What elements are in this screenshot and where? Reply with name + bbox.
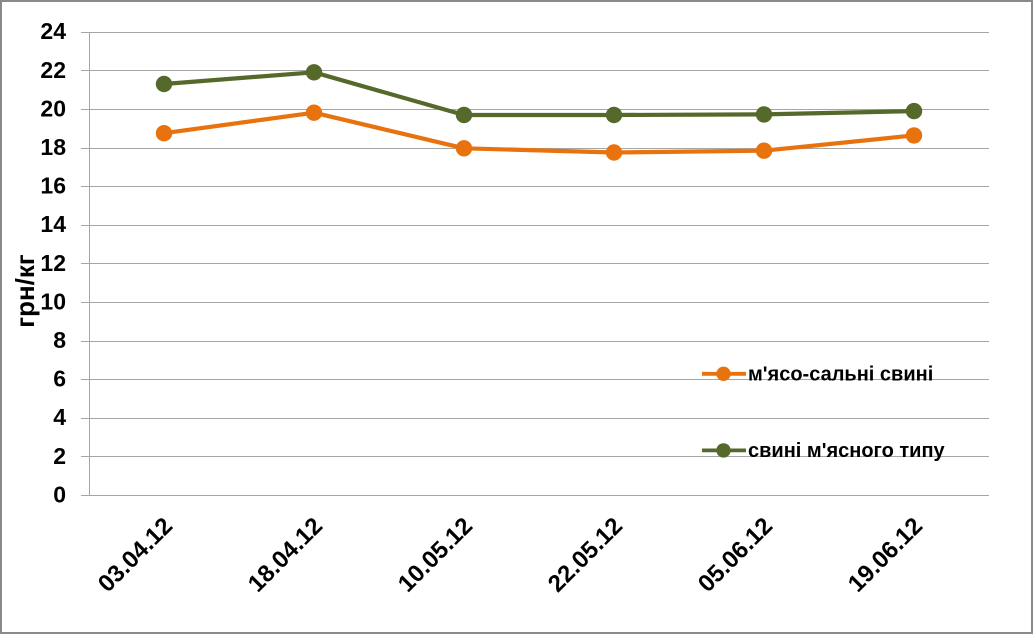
svg-text:10: 10: [40, 288, 66, 314]
svg-text:10.05.12: 10.05.12: [393, 512, 478, 597]
svg-text:24: 24: [40, 18, 66, 44]
svg-text:22: 22: [40, 57, 66, 83]
svg-text:18.04.12: 18.04.12: [243, 512, 328, 597]
svg-text:05.06.12: 05.06.12: [693, 512, 778, 597]
svg-text:грн/кг: грн/кг: [10, 254, 40, 328]
svg-text:03.04.12: 03.04.12: [93, 512, 178, 597]
svg-text:свині м'ясного типу: свині м'ясного типу: [748, 440, 946, 462]
svg-text:22.05.12: 22.05.12: [543, 512, 628, 597]
svg-text:4: 4: [53, 404, 66, 430]
svg-text:м'ясо-сальні свині: м'ясо-сальні свині: [748, 364, 933, 386]
svg-text:12: 12: [40, 250, 66, 276]
svg-text:19.06.12: 19.06.12: [843, 512, 928, 597]
svg-text:6: 6: [53, 366, 66, 392]
svg-text:0: 0: [53, 481, 66, 507]
svg-text:20: 20: [40, 95, 66, 121]
svg-text:8: 8: [53, 327, 66, 353]
svg-text:2: 2: [53, 443, 66, 469]
svg-text:14: 14: [40, 211, 66, 237]
svg-text:16: 16: [40, 173, 66, 199]
svg-text:18: 18: [40, 134, 66, 160]
